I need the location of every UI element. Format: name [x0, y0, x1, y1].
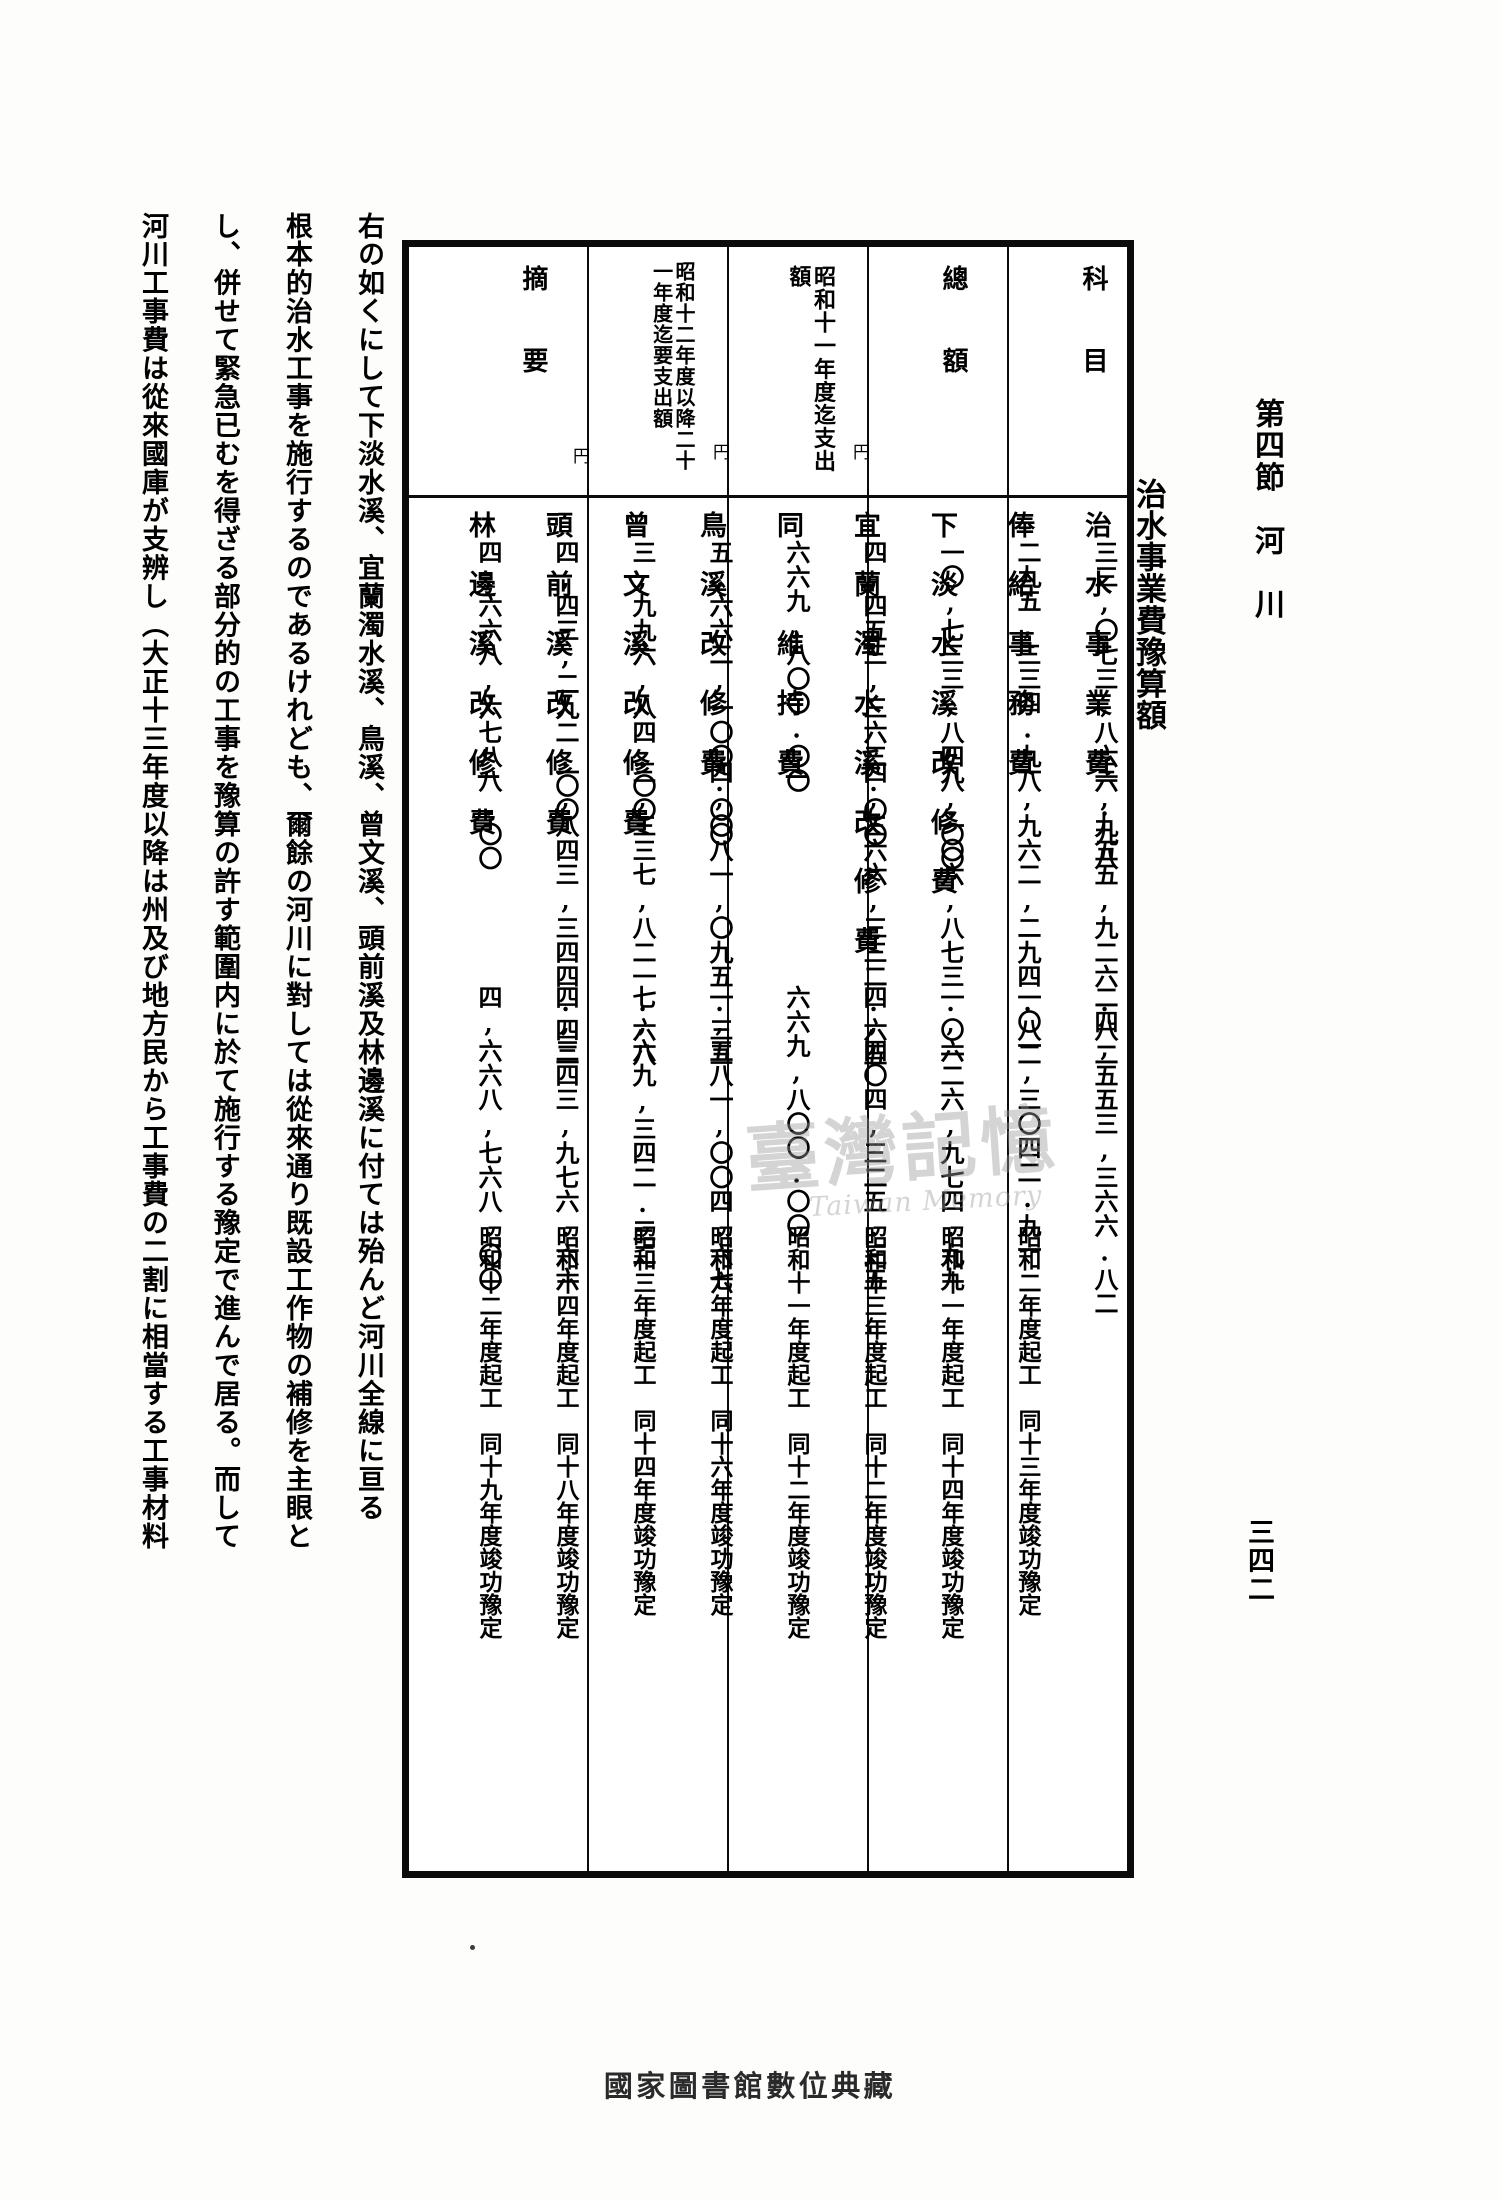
page-title: 治水事業費豫算額: [1130, 478, 1166, 731]
cell-future-6: 七,六九,三四二.三二: [628, 985, 657, 1267]
cell-future-2: 一,六二六,九七四.九九: [936, 985, 965, 1291]
cell-future-7: 四,三四三,九七六.六六: [551, 985, 580, 1291]
unit-mark-spent11: 円: [709, 443, 729, 460]
table-row-kamoku-2: 下 淡 水 溪 改 修 費: [926, 511, 957, 898]
table-row-kamoku-8: 林 邊 溪 改 修 費: [464, 511, 495, 838]
cell-total-7: 四,四三,二九二.〇〇: [551, 540, 580, 822]
table-row-kamoku-4: 同 維 持 費: [772, 511, 803, 779]
header-row-rule: [409, 495, 1127, 498]
cell-total-2: 一〇,七三三,八四八.〇〇: [936, 540, 965, 871]
table-row-kamoku-6: 曾 文 溪 改 修 費: [618, 511, 649, 838]
table-inner-border: 科 目 總 額 円 昭和十一年度迄支出額 円 昭和十二年度以降二十一年度迄要支出…: [407, 245, 1129, 1873]
column-rule-total: [867, 247, 869, 1871]
cell-total-4: 六六九,八〇〇.〇〇: [782, 540, 811, 793]
cell-future-8: 四,六六八,七六八.〇〇: [474, 985, 503, 1291]
table-row-kamoku-3: 宜 蘭 濁 水 溪 改 修 費: [849, 511, 880, 957]
cell-spent11-2: 九,一〇六,八七三.〇一: [936, 760, 965, 1066]
column-header-remark: 摘 要: [518, 265, 548, 375]
body-text-column-0: 右の如くにして下淡水溪、宜蘭濁水溪、鳥溪、曾文溪、頭前溪及林邊溪に付ては殆んど河…: [353, 212, 384, 1523]
cell-remark-6: 昭和三年度起工 同十四年度竣功豫定: [629, 1225, 656, 1616]
budget-table: 科 目 總 額 円 昭和十一年度迄支出額 円 昭和十二年度以降二十一年度迄要支出…: [402, 240, 1134, 1878]
cell-spent11-1: 一,九六二,二九四.八二: [1013, 760, 1042, 1066]
cell-remark-2: 昭和十一年度起工 同十四年度竣功豫定: [937, 1225, 964, 1639]
cell-total-5: 五,六六二,一〇〇.〇〇: [705, 540, 734, 846]
column-rule-future: [587, 247, 589, 1871]
print-speck: [470, 1945, 475, 1950]
column-rule-kamoku: [1007, 247, 1009, 1871]
cell-remark-8: 昭和十二年度起工 同十九年度竣功豫定: [475, 1225, 502, 1639]
cell-remark-4: 昭和十一年度起工 同十二年度竣功豫定: [783, 1225, 810, 1639]
cell-total-1: 二九五,三三四.九八: [1013, 540, 1042, 793]
cell-total-0: 三三,〇七三,八六六.九八: [1090, 540, 1119, 871]
column-header-spent11: 昭和十一年度迄支出額: [785, 265, 836, 473]
cell-spent11-5: 四,〇八一,〇九五.三三: [705, 760, 734, 1066]
unit-mark-future: 円: [569, 447, 589, 464]
cell-spent11-7: 一,八四三,三四四.四二: [551, 760, 580, 1066]
unit-mark-total: 円: [849, 443, 869, 460]
column-header-kamoku: 科 目: [1078, 265, 1108, 375]
cell-spent11-6: 三,三三七,八二一.六八: [628, 760, 657, 1066]
table-row-kamoku-0: 治 水 事 業 費: [1080, 511, 1111, 779]
cell-spent11-8: —: [474, 760, 503, 790]
table-row-kamoku-1: 俸 給 事 務 費: [1003, 511, 1034, 779]
cell-spent11-3: 四,三六六,三三二.六五: [859, 760, 888, 1066]
body-text-column-2: し、併せて緊急已むを得ざる部分的の工事を豫算の許す範圍内に於て施行する豫定で進ん…: [209, 212, 240, 1551]
column-rule-spent11: [727, 247, 729, 1871]
cell-remark-7: 昭和十四年度起工 同十八年度竣功豫定: [552, 1225, 579, 1639]
cell-total-8: 四,六六八,六七八八.〇〇: [474, 540, 503, 871]
table-data-overlay: 三三,〇七三,八六六.九八 二九五,三三四.九八 一〇,七三三,八四八.〇〇 四,四五…: [402, 240, 1134, 1878]
body-text-column-1: 根本的治水工事を施行するのであるけれども、爾餘の河川に對しては從來通り既設工作物…: [281, 212, 312, 1551]
cell-future-0: 二四,五五三,三六六.八二: [1090, 985, 1119, 1316]
cell-total-6: 三,九九六,八四.〇〇: [628, 540, 657, 822]
cell-future-3: 四,四〇四,三二五.三五: [859, 985, 888, 1291]
body-text: 右の如くにして下淡水溪、宜蘭濁水溪、鳥溪、曾文溪、頭前溪及林邊溪に付ては殆んど河…: [96, 212, 384, 2092]
table-row-kamoku-7: 頭 前 溪 改 修 費: [541, 511, 572, 838]
cell-spent11-0: 三,九五五,九二六.八二: [1090, 760, 1119, 1066]
body-text-column-3: 河川工事費は從來國庫が支辨し（大正十三年度以降は州及び地方民から工事費の二割に相…: [137, 212, 168, 1551]
cell-spent11-4: —: [782, 760, 811, 790]
footer-caption: 國家圖書館數位典藏: [603, 2069, 897, 2103]
cell-remark-3: 昭和十三年度起工 同十二年度竣功豫定: [860, 1225, 887, 1639]
section-heading: 第四節 河 川: [1249, 398, 1284, 621]
cell-remark-5: 昭和六年度起工 同十六年度竣功豫定: [706, 1225, 733, 1616]
page-number: 三四二: [1243, 1518, 1274, 1604]
cell-total-3: 四,四五三,三六三.〇〇: [859, 540, 888, 846]
cell-remark-1: 昭和二年度起工 同十三年度竣功豫定: [1014, 1225, 1041, 1616]
column-header-total: 總 額: [938, 265, 968, 375]
cell-future-5: 一,五八一,〇〇四.六七: [705, 985, 734, 1291]
table-row-kamoku-5: 鳥 溪 改 修 費: [695, 511, 726, 779]
cell-future-4: 六六九,八〇〇.〇〇: [782, 985, 811, 1238]
column-header-future: 昭和十二年度以降二十一年度迄要支出額: [649, 261, 696, 471]
cell-future-1: 一〇一,三〇四二.九一: [1013, 985, 1042, 1262]
table-outer-border: [402, 240, 1134, 1878]
